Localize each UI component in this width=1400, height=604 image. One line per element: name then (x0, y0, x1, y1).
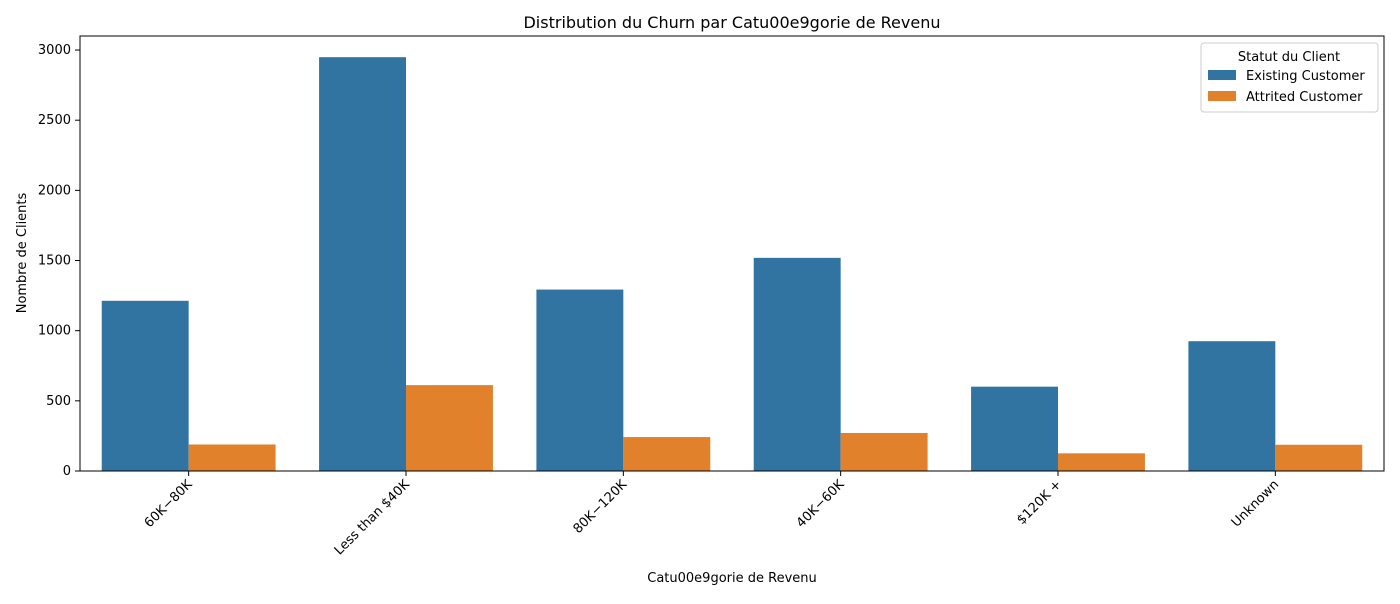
y-tick-label: 2000 (38, 183, 71, 198)
x-tick-label: 60K−80K (142, 477, 196, 531)
bar-existing-4 (971, 386, 1058, 471)
bar-attrited-1 (406, 385, 493, 471)
y-tick-label: 3000 (38, 43, 71, 58)
bar-existing-1 (319, 57, 406, 471)
y-tick-label: 1000 (38, 324, 71, 339)
bar-existing-0 (101, 300, 189, 471)
y-axis-label: Nombre de Clients (15, 192, 30, 313)
x-tick-label: 80K−120K (571, 477, 631, 537)
x-tick-label: $120K + (1014, 477, 1065, 528)
y-tick-label: 2500 (38, 113, 71, 128)
legend-label: Attrited Customer (1246, 90, 1363, 105)
legend-items: Existing Customer Attrited Customer (1208, 69, 1365, 105)
x-tick-label: Less than $40K (332, 477, 413, 558)
legend-title: Statut du Client (1238, 50, 1340, 65)
bar-attrited-5 (1275, 444, 1363, 471)
bar-attrited-4 (1058, 453, 1145, 471)
y-tick-label: 500 (46, 394, 71, 409)
chart-title: Distribution du Churn par Catu00e9gorie … (523, 13, 940, 32)
bar-attrited-2 (623, 437, 711, 471)
bar-existing-3 (753, 257, 841, 471)
y-tick-label: 0 (63, 464, 71, 479)
legend-swatch (1208, 91, 1236, 101)
bar-attrited-0 (188, 444, 276, 471)
axes-layer: 0 500 1000 1500 2000 2500 3000 60K−80K Less than… (38, 35, 1385, 558)
bar-attrited-3 (840, 432, 928, 471)
x-axis-label: Catu00e9gorie de Revenu (647, 571, 816, 586)
bar-existing-5 (1188, 341, 1276, 471)
x-tick-label: 40K−60K (794, 477, 848, 531)
x-tick-label: Unknown (1229, 477, 1282, 530)
plot-frame (79, 35, 1385, 472)
bars-layer (101, 57, 1363, 471)
legend-frame (1200, 42, 1379, 113)
legend-swatch (1208, 70, 1236, 80)
legend-label: Existing Customer (1246, 69, 1365, 84)
y-tick-label: 1500 (38, 254, 71, 269)
bar-existing-2 (536, 289, 624, 471)
legend: Statut du Client Existing Customer Attrit… (1200, 42, 1379, 113)
